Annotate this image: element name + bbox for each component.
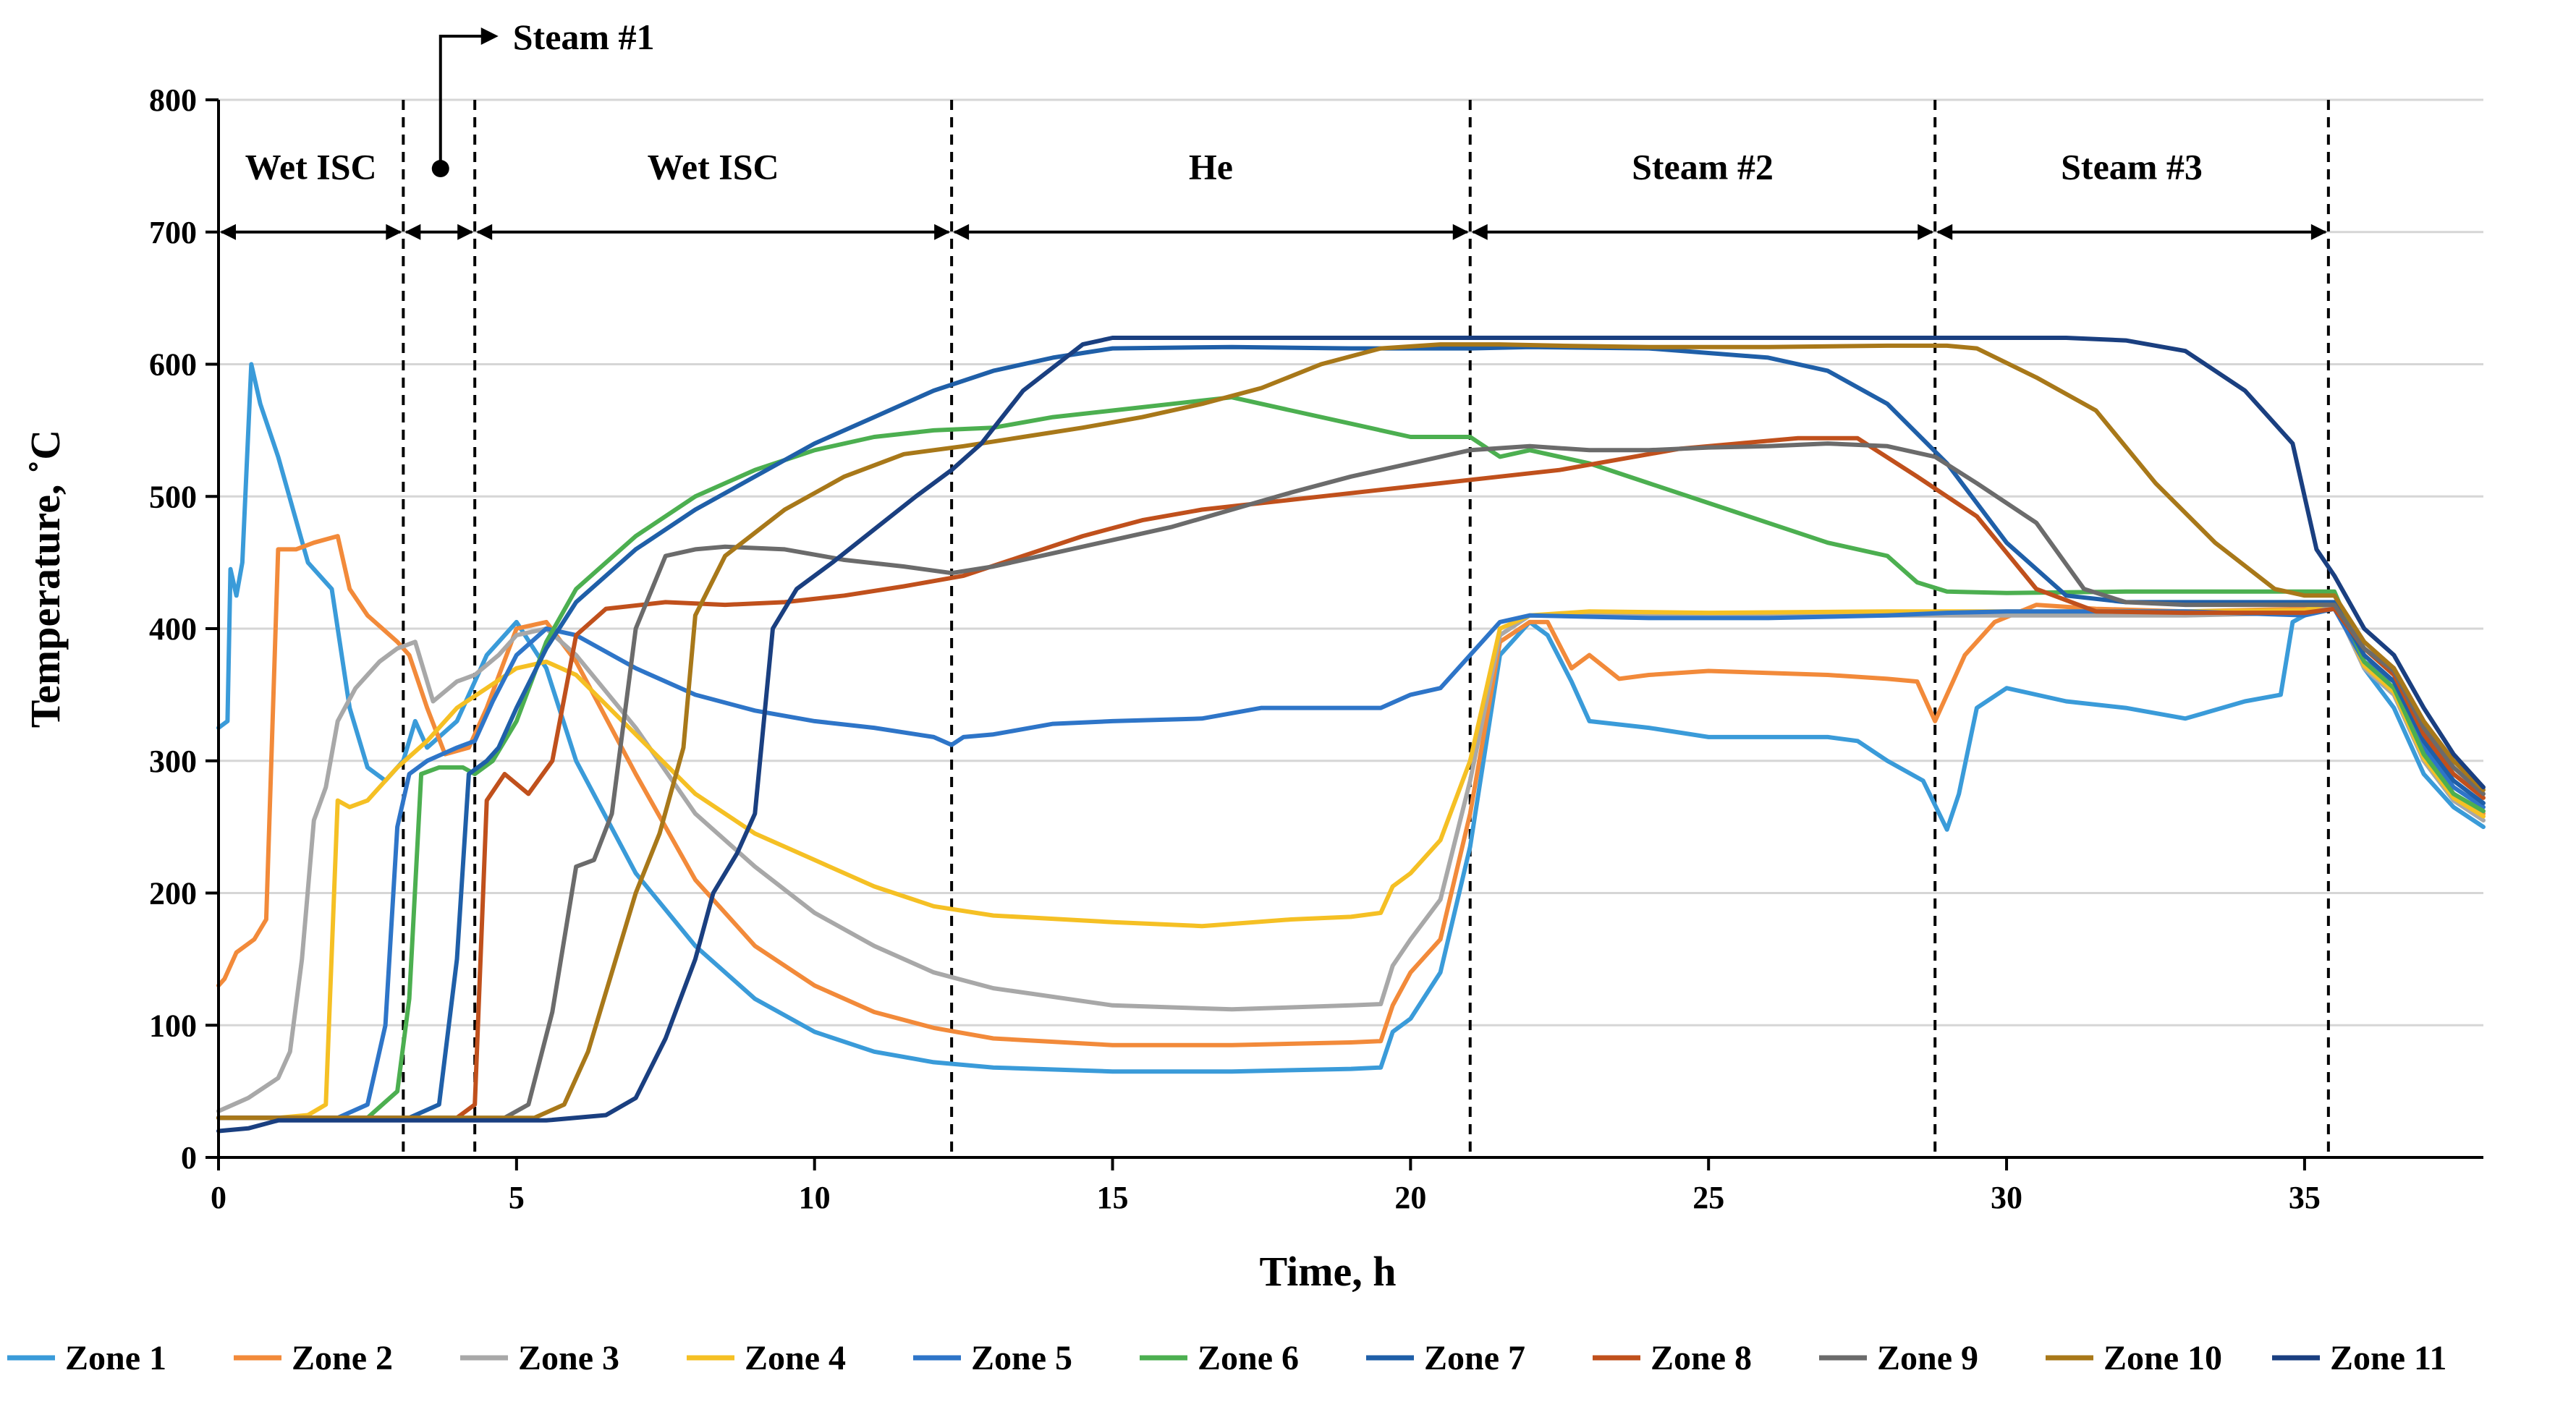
legend-label-zone-5: Zone 5 xyxy=(971,1339,1072,1377)
legend-label-zone-10: Zone 10 xyxy=(2103,1339,2222,1377)
series-line-zone-1 xyxy=(216,362,2486,1074)
y-tick-label-400: 400 xyxy=(149,611,197,647)
callout-arrowhead xyxy=(480,27,499,45)
gridlines xyxy=(219,98,2483,1026)
phase-label-3: He xyxy=(1189,147,1233,187)
phase-annotations: Wet ISC Steam #1 Wet ISC He Steam #2 Steam #3 xyxy=(220,17,2330,1157)
phase-arrowhead-left-2 xyxy=(476,224,493,240)
series-line-zone-7 xyxy=(216,344,2486,1121)
series-line-zone-8 xyxy=(216,435,2486,1121)
y-tick-label-200: 200 xyxy=(149,876,197,911)
legend-label-zone-9: Zone 9 xyxy=(1877,1339,1978,1377)
phase-label-4: Steam #2 xyxy=(1632,147,1774,187)
legend-label-zone-7: Zone 7 xyxy=(1424,1339,1525,1377)
series-line-zone-6 xyxy=(216,395,2486,1121)
series-line-zone-10 xyxy=(216,342,2486,1121)
y-tick-label-800: 800 xyxy=(149,82,197,118)
series-line-zone-3 xyxy=(216,603,2486,1113)
phase-arrowhead-right-4 xyxy=(1918,224,1934,240)
x-tick-label-15: 15 xyxy=(1097,1180,1129,1215)
phase-arrowhead-right-3 xyxy=(1452,224,1469,240)
y-axis-title: Temperature, ˚C xyxy=(22,430,69,728)
x-tick-label-20: 20 xyxy=(1394,1180,1426,1215)
phase-arrowhead-right-0 xyxy=(386,224,402,240)
legend-label-zone-1: Zone 1 xyxy=(65,1339,166,1377)
x-tick-label-30: 30 xyxy=(1991,1180,2022,1215)
y-tick-label-300: 300 xyxy=(149,744,197,779)
x-tick-label-0: 0 xyxy=(211,1180,226,1215)
phase-arrowhead-left-1 xyxy=(404,224,421,240)
y-tick-label-100: 100 xyxy=(149,1008,197,1043)
phase-arrowhead-left-4 xyxy=(1471,224,1488,240)
x-tick-label-10: 10 xyxy=(799,1180,831,1215)
y-tick-label-600: 600 xyxy=(149,347,197,383)
phase-arrowhead-right-2 xyxy=(934,224,951,240)
callout-line xyxy=(438,35,483,169)
x-tick-label-5: 5 xyxy=(509,1180,525,1215)
series-lines xyxy=(216,336,2486,1134)
legend-label-zone-3: Zone 3 xyxy=(518,1339,619,1377)
series-line-zone-9 xyxy=(216,441,2486,1121)
series-line-zone-2 xyxy=(216,534,2486,1047)
x-axis-title: Time, h xyxy=(1259,1248,1396,1295)
phase-label-2: Wet ISC xyxy=(648,147,779,187)
legend-label-zone-4: Zone 4 xyxy=(745,1339,846,1377)
y-tick-label-700: 700 xyxy=(149,215,197,250)
phase-arrowhead-right-5 xyxy=(2310,224,2327,240)
y-tick-label-500: 500 xyxy=(149,479,197,514)
phase-arrowhead-left-3 xyxy=(953,224,970,240)
x-tick-label-35: 35 xyxy=(2289,1180,2321,1215)
phase-arrowhead-left-5 xyxy=(1936,224,1953,240)
phase-label-1: Steam #1 xyxy=(513,17,655,57)
phase-arrowhead-left-0 xyxy=(220,224,236,240)
phase-arrowhead-right-1 xyxy=(457,224,474,240)
legend-label-zone-2: Zone 2 xyxy=(292,1339,393,1377)
phase-label-0: Wet ISC xyxy=(245,147,377,187)
legend-label-zone-11: Zone 11 xyxy=(2330,1339,2446,1377)
legend-label-zone-8: Zone 8 xyxy=(1651,1339,1752,1377)
legend-label-zone-6: Zone 6 xyxy=(1198,1339,1299,1377)
phase-label-5: Steam #3 xyxy=(2061,147,2203,187)
x-tick-label-25: 25 xyxy=(1692,1180,1724,1215)
legend: Zone 1 Zone 2 Zone 3 Zone 4 Zone 5 Zone 6 Zone… xyxy=(7,1339,2446,1377)
axes: 0 100 200 300 400 500 600 700 800 0 5 10 15 20 25 30 35 xyxy=(149,82,2483,1215)
y-tick-label-0: 0 xyxy=(181,1140,197,1176)
series-line-zone-11 xyxy=(216,336,2486,1134)
